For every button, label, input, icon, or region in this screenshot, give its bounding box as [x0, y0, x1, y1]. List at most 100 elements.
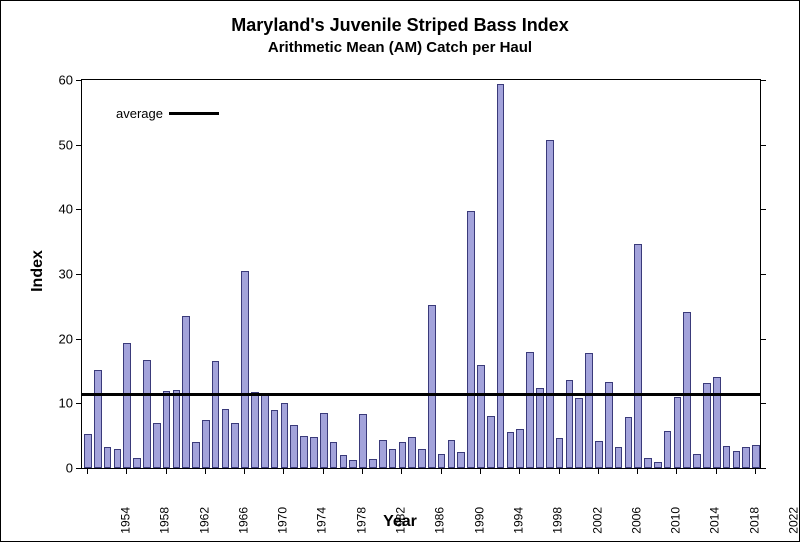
- bar: [664, 431, 672, 469]
- y-tick: [76, 403, 81, 404]
- bar: [693, 454, 701, 468]
- bar: [359, 414, 367, 468]
- chart-subtitle: Arithmetic Mean (AM) Catch per Haul: [1, 39, 799, 56]
- x-tick: [480, 469, 481, 474]
- bar: [477, 365, 485, 468]
- y-tick-label: 20: [43, 331, 73, 346]
- x-tick: [362, 469, 363, 474]
- y-tick-right: [761, 274, 766, 275]
- bar: [271, 410, 279, 468]
- y-tick: [76, 80, 81, 81]
- bar: [143, 360, 151, 468]
- x-tick-label: 1962: [197, 507, 211, 534]
- y-tick: [76, 339, 81, 340]
- bar: [752, 445, 760, 468]
- bar: [349, 460, 357, 468]
- bar: [546, 140, 554, 468]
- x-tick-label: 1974: [315, 507, 329, 534]
- y-tick-right: [761, 80, 766, 81]
- bar: [575, 398, 583, 468]
- y-tick: [76, 145, 81, 146]
- x-tick: [519, 469, 520, 474]
- x-tick: [676, 469, 677, 474]
- y-tick-label: 60: [43, 73, 73, 88]
- bar: [536, 388, 544, 468]
- y-tick-label: 40: [43, 202, 73, 217]
- bar: [340, 455, 348, 468]
- x-tick-label: 1998: [551, 507, 565, 534]
- x-tick-label: 2022: [787, 507, 800, 534]
- bar: [428, 305, 436, 468]
- x-tick-label: 1958: [158, 507, 172, 534]
- x-tick: [126, 469, 127, 474]
- y-tick-label: 0: [43, 461, 73, 476]
- bar: [634, 244, 642, 468]
- bar: [300, 436, 308, 468]
- y-tick-label: 50: [43, 137, 73, 152]
- x-tick: [559, 469, 560, 474]
- average-line: [82, 393, 760, 396]
- bar: [418, 449, 426, 468]
- x-tick: [283, 469, 284, 474]
- y-tick-right: [761, 403, 766, 404]
- x-tick-label: 2002: [590, 507, 604, 534]
- bar: [94, 370, 102, 468]
- x-tick-label: 2018: [747, 507, 761, 534]
- x-tick-label: 1994: [512, 507, 526, 534]
- y-tick-right: [761, 468, 766, 469]
- bar: [320, 413, 328, 468]
- bar: [231, 423, 239, 468]
- x-tick: [598, 469, 599, 474]
- bar: [585, 353, 593, 468]
- x-tick: [323, 469, 324, 474]
- bar: [644, 458, 652, 468]
- bar: [507, 432, 515, 468]
- bar: [202, 420, 210, 469]
- y-tick: [76, 209, 81, 210]
- bar: [153, 423, 161, 468]
- bar: [625, 417, 633, 468]
- x-tick-label: 2006: [630, 507, 644, 534]
- bar: [241, 271, 249, 468]
- x-tick: [401, 469, 402, 474]
- bar: [310, 437, 318, 468]
- bar: [654, 462, 662, 468]
- bar: [212, 361, 220, 468]
- bar: [133, 458, 141, 468]
- x-tick: [205, 469, 206, 474]
- x-tick-label: 1990: [472, 507, 486, 534]
- x-tick-label: 1978: [354, 507, 368, 534]
- bar: [379, 440, 387, 468]
- bar: [408, 437, 416, 468]
- bar: [457, 452, 465, 468]
- bar: [467, 211, 475, 468]
- bar: [683, 312, 691, 468]
- x-tick-label: 1986: [433, 507, 447, 534]
- y-tick-label: 30: [43, 267, 73, 282]
- x-tick-label: 1970: [276, 507, 290, 534]
- x-tick: [441, 469, 442, 474]
- bar: [615, 447, 623, 468]
- x-tick: [244, 469, 245, 474]
- bar: [438, 454, 446, 468]
- bar: [389, 449, 397, 468]
- x-tick: [87, 469, 88, 474]
- plot-area: [81, 79, 761, 469]
- chart-container: Maryland's Juvenile Striped Bass Index A…: [0, 0, 800, 542]
- y-tick: [76, 274, 81, 275]
- bar: [330, 442, 338, 468]
- x-tick-label: 1954: [119, 507, 133, 534]
- bar: [713, 377, 721, 468]
- bar: [369, 459, 377, 468]
- chart-title: Maryland's Juvenile Striped Bass Index: [1, 15, 799, 36]
- bar: [742, 447, 750, 468]
- bar: [556, 438, 564, 468]
- bar: [595, 441, 603, 468]
- x-tick: [637, 469, 638, 474]
- bar: [290, 425, 298, 468]
- legend: average: [116, 106, 219, 121]
- legend-line-swatch: [169, 112, 219, 115]
- bar: [163, 391, 171, 468]
- bar: [497, 84, 505, 468]
- bar: [723, 446, 731, 468]
